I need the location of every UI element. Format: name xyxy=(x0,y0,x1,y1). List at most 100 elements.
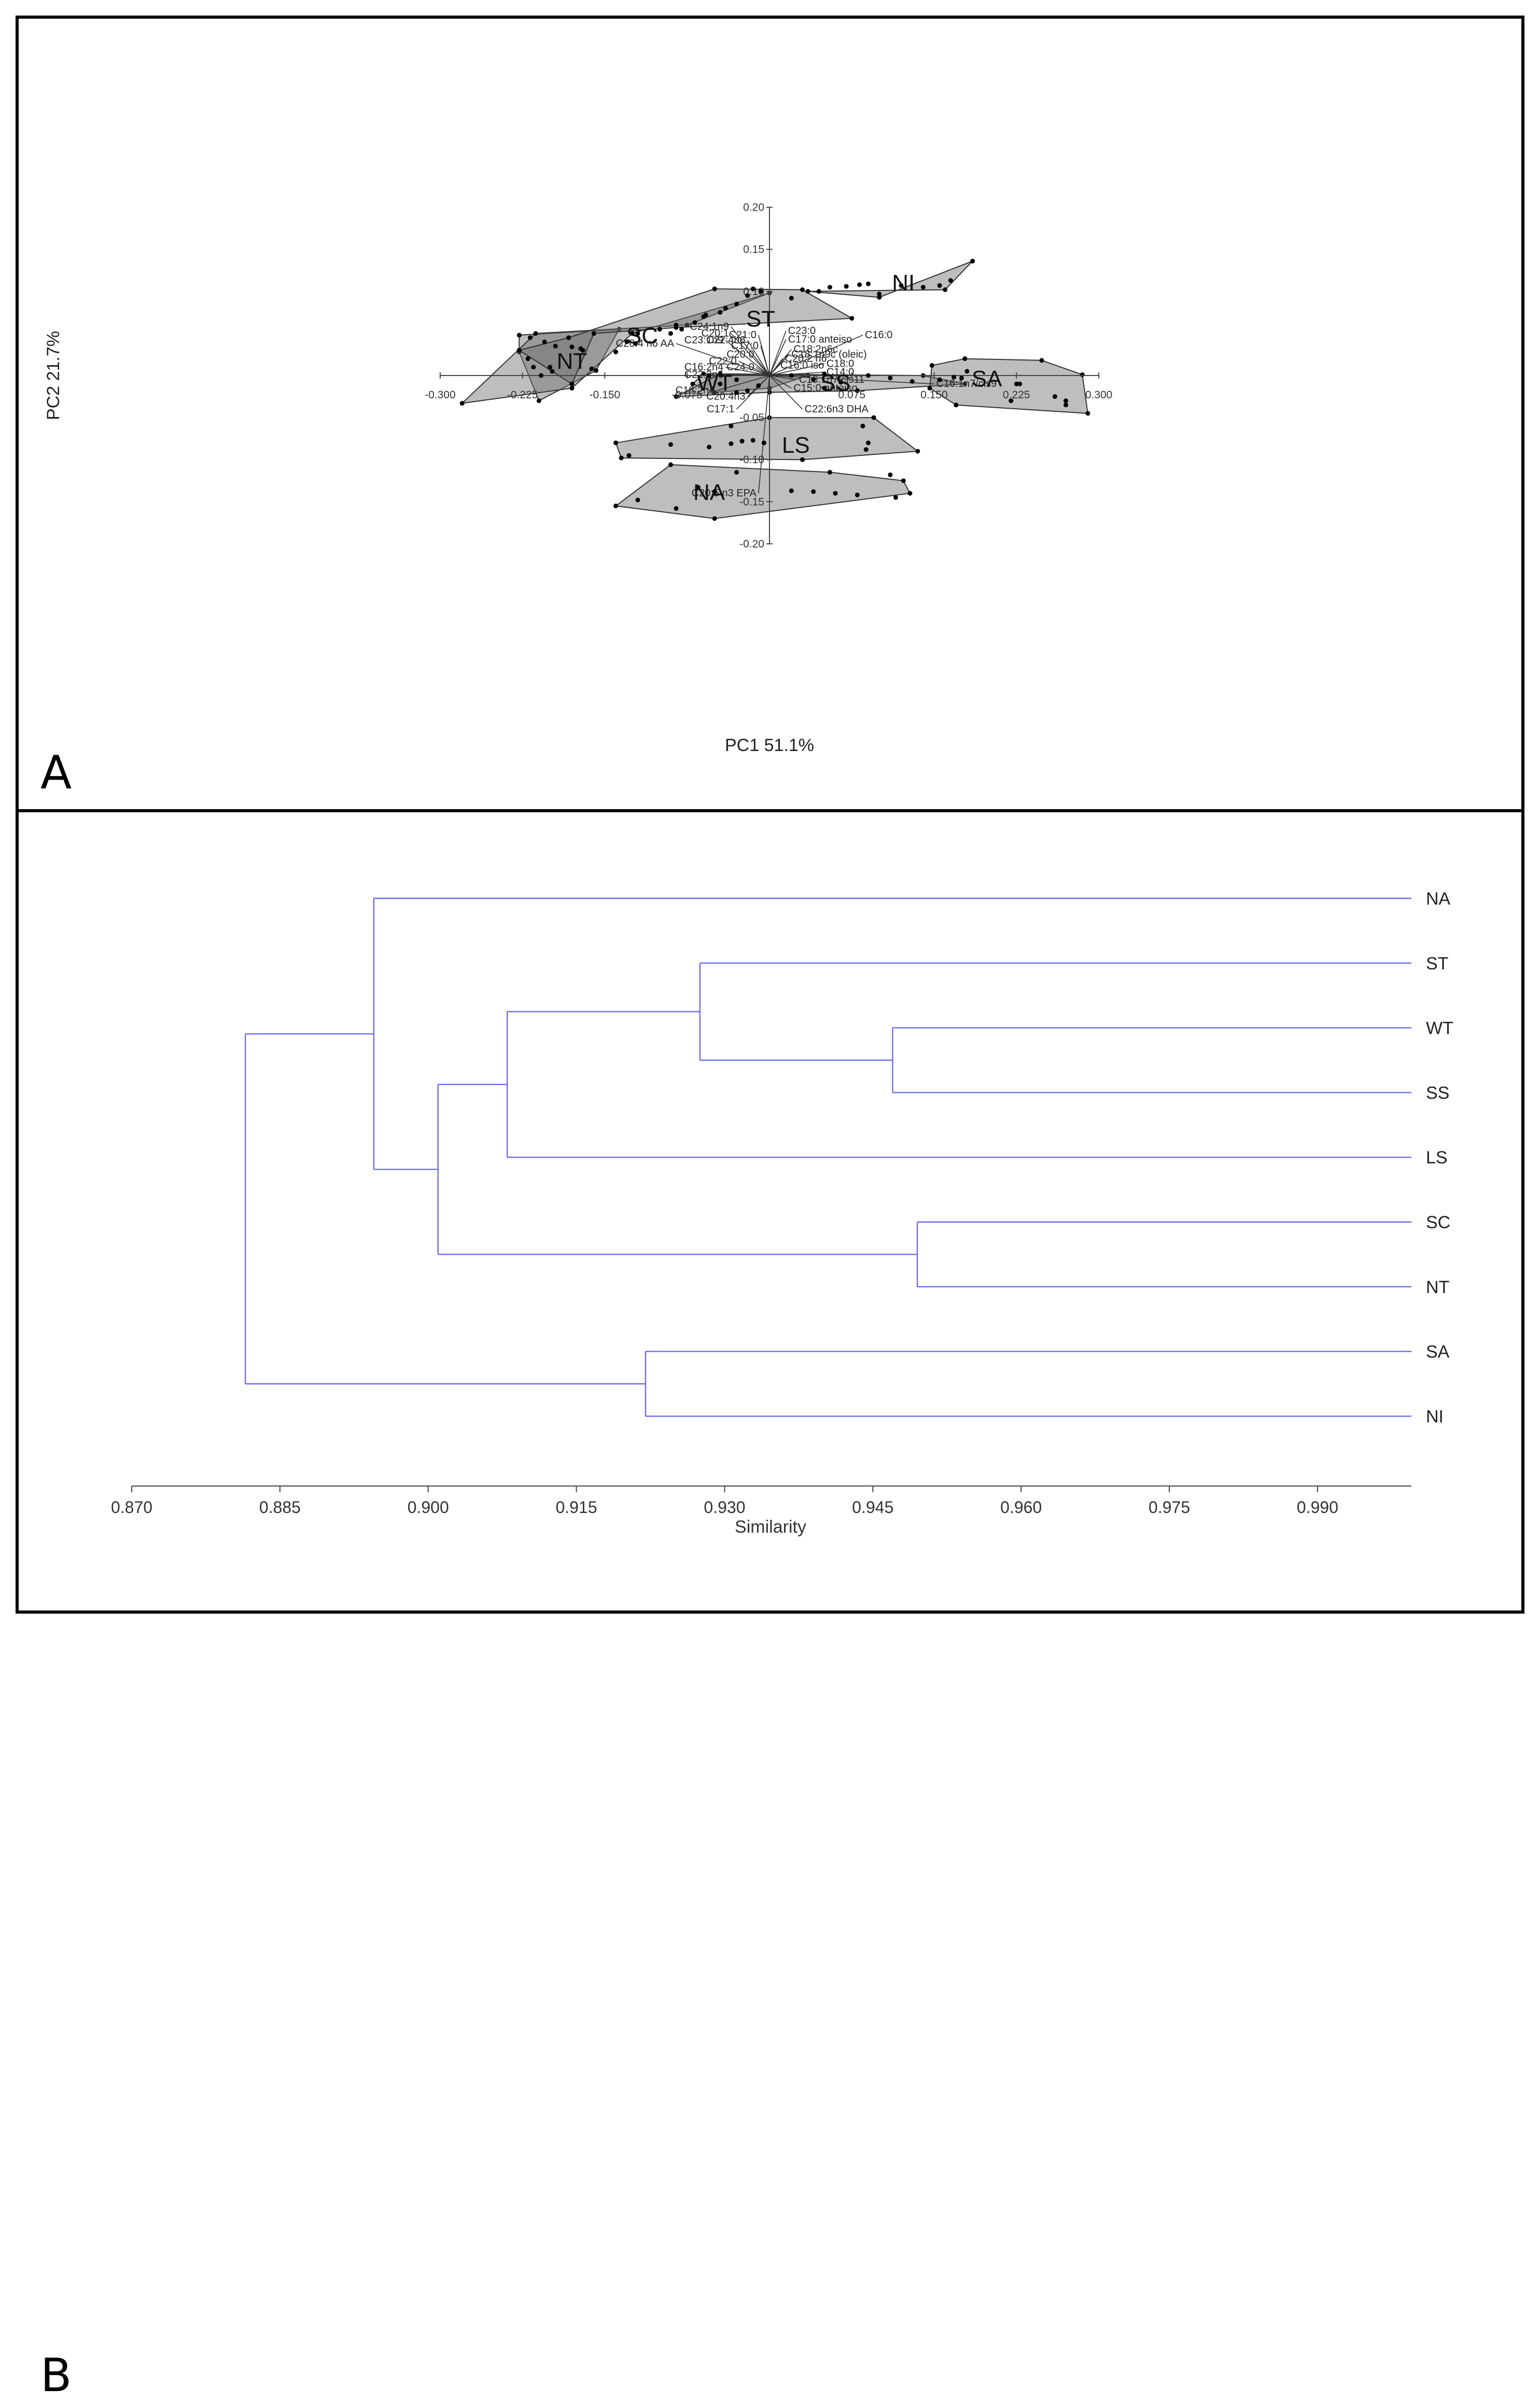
vector-label: C18:2n6c xyxy=(793,344,838,355)
data-point-ss xyxy=(811,377,816,382)
loading-vector xyxy=(676,343,770,376)
leaf-label-nt: NT xyxy=(1426,1278,1449,1297)
vector-label: C17:0 xyxy=(731,340,759,352)
y-tick-label: -0.15 xyxy=(739,496,764,508)
leaf-label-st: ST xyxy=(1426,954,1448,974)
data-point-sc xyxy=(613,350,619,355)
data-point-ss xyxy=(866,373,871,378)
hull-vertex-ls xyxy=(619,455,624,461)
loading-vector xyxy=(769,335,863,376)
x-tick-label: 0.915 xyxy=(556,1498,597,1517)
hull-vertex-sa xyxy=(1039,358,1044,363)
data-point-st xyxy=(734,301,739,307)
data-point-na xyxy=(855,492,860,497)
group-label-ni: NI xyxy=(892,270,915,296)
hull-ls xyxy=(615,417,919,461)
data-point-ni xyxy=(866,281,871,286)
data-point-ss xyxy=(734,390,739,395)
hull-vertex-st xyxy=(516,348,522,353)
data-point-wt xyxy=(745,388,750,393)
loading-vector xyxy=(731,326,770,376)
group-label-ss: SS xyxy=(820,370,851,396)
vector-label: C18:1n9c (oleic) xyxy=(791,349,867,360)
vector-label: C18:0 xyxy=(827,358,854,369)
data-point-na xyxy=(888,472,893,477)
data-point-ss xyxy=(909,379,915,384)
data-point-ni xyxy=(857,282,862,287)
vector-label: C22:6n3 DHA xyxy=(805,404,869,415)
loading-vector xyxy=(717,375,770,391)
panel-b-label: B xyxy=(40,2349,72,2402)
data-point-st xyxy=(692,320,697,325)
data-point-nt xyxy=(539,373,544,378)
leaf-label-sa: SA xyxy=(1426,1342,1450,1362)
hull-vertex-ls xyxy=(871,415,876,420)
vector-label: C22:0 xyxy=(709,355,736,367)
vector-label: C23:1n9 xyxy=(684,335,724,346)
vector-label: C16:0 xyxy=(865,329,892,341)
data-point-na xyxy=(734,470,739,475)
hull-vertex-st xyxy=(800,287,805,293)
vector-label: C14:0 xyxy=(827,367,854,378)
x-tick-label: -0.150 xyxy=(590,389,621,401)
dendrogram-panel: NA ST WT SS LS SC NT SA NI 0.870 0.885 0.900 0.915 0.… xyxy=(16,809,1524,2402)
data-point-ni xyxy=(899,283,904,288)
x-tick-label: -0.225 xyxy=(507,389,538,401)
hull-vertex-ni xyxy=(805,289,810,294)
group-label-st: ST xyxy=(746,307,775,332)
data-point-sa xyxy=(951,374,957,380)
hull-vertex-wt xyxy=(690,381,695,386)
data-point-ni xyxy=(827,285,832,290)
vector-label: C18:2n4 xyxy=(676,385,715,396)
hull-vertex-sa xyxy=(929,363,934,368)
data-point-st xyxy=(657,327,662,332)
hull-vertex-ss xyxy=(855,388,860,393)
data-point-nt xyxy=(553,343,558,349)
data-point-sa xyxy=(1063,398,1069,404)
hull-vertex-nt xyxy=(536,398,541,404)
hull-vertex-na xyxy=(907,491,913,496)
vector-label: C23:0 xyxy=(788,325,816,337)
data-point-nt xyxy=(531,365,536,370)
data-point-st xyxy=(758,289,763,294)
loading-vector xyxy=(769,375,797,380)
data-point-sa xyxy=(1052,394,1057,399)
data-point-ls xyxy=(729,441,734,446)
loading-vector xyxy=(769,375,934,385)
x-tick-label: 0.225 xyxy=(1003,389,1030,401)
vector-label: C16:0 iso xyxy=(780,360,824,371)
data-point-nt xyxy=(589,366,594,371)
hull-vertex-sa xyxy=(927,385,932,391)
hull-sa xyxy=(929,358,1089,414)
data-point-sa xyxy=(959,376,964,381)
data-point-ni xyxy=(844,284,849,289)
data-point-nt xyxy=(569,344,575,350)
data-point-nt xyxy=(550,369,555,374)
hull-vertex-ls xyxy=(613,440,619,446)
hull-vertex-st xyxy=(569,381,575,386)
data-point-st xyxy=(789,296,794,301)
data-point-ni xyxy=(937,283,942,288)
data-point-ls xyxy=(729,423,734,428)
hull-vertex-na xyxy=(613,503,619,508)
data-point-ni xyxy=(816,289,821,294)
leaf-label-ss: SS xyxy=(1426,1083,1449,1103)
panel-a-label: A xyxy=(40,746,72,799)
data-point-sa xyxy=(1063,402,1069,408)
loading-vector xyxy=(725,366,770,376)
hull-na xyxy=(614,464,911,519)
hull-vertex-sc xyxy=(629,331,635,336)
hull-vertex-sc xyxy=(533,331,538,336)
dendrogram: NA ST WT SS LS SC NT SA NI 0.870 0.885 0.900 0.915 0.… xyxy=(111,889,1453,1537)
x-tick-label: 0.885 xyxy=(259,1498,301,1517)
data-point-sc xyxy=(679,327,684,332)
data-point-na xyxy=(695,485,701,490)
data-point-nt xyxy=(580,348,585,353)
vector-label: C17:1 xyxy=(707,404,734,415)
hull-vertex-na xyxy=(712,516,717,521)
loading-vector xyxy=(769,371,824,376)
data-point-st xyxy=(674,323,679,328)
hull-vertex-st xyxy=(566,335,571,340)
data-point-ss xyxy=(888,376,893,381)
group-label-sc: SC xyxy=(626,323,658,349)
